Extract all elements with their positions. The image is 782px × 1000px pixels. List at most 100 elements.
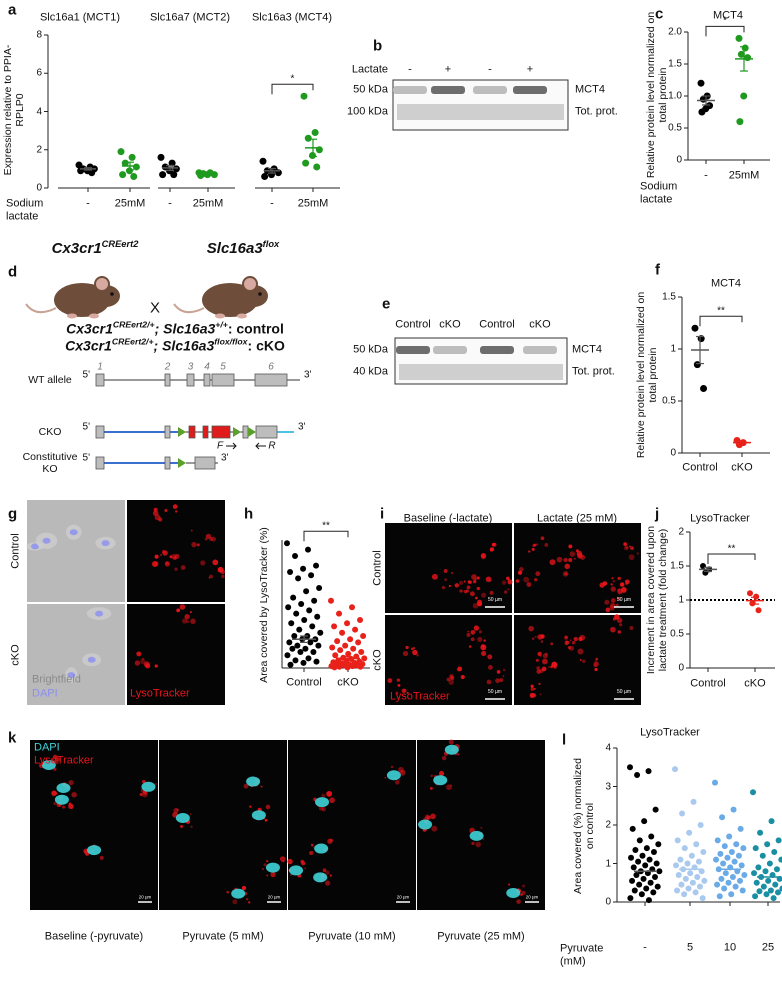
allele-label: WT allele xyxy=(28,373,72,386)
lysosome-signal xyxy=(573,557,576,560)
significance-bracket xyxy=(699,315,743,327)
lysosome-signal xyxy=(480,644,487,651)
data-point xyxy=(646,856,653,863)
lysosome-signal xyxy=(457,753,460,756)
lysosome-signal xyxy=(517,570,523,575)
data-point xyxy=(641,818,648,825)
lysosome-signal xyxy=(154,554,159,559)
data-point xyxy=(292,553,299,559)
lysosome-signal xyxy=(321,793,326,798)
error-bar xyxy=(704,566,712,573)
lysosome-signal xyxy=(396,678,401,682)
lysosome-signal xyxy=(487,654,493,660)
lysosome-signal xyxy=(580,554,586,560)
lysosome-signal xyxy=(176,808,179,811)
data-point xyxy=(292,657,299,664)
micrograph xyxy=(127,500,225,602)
lysosome-signal xyxy=(329,838,334,842)
data-point xyxy=(755,607,762,614)
data-point xyxy=(349,604,356,611)
data-point xyxy=(771,848,778,855)
lysosome-signal xyxy=(446,677,451,682)
x-axis-label: Sodium lactate xyxy=(640,180,678,205)
lysosome-signal xyxy=(563,557,568,563)
lysosome-signal xyxy=(533,687,536,691)
data-point xyxy=(718,875,725,882)
data-point xyxy=(311,129,319,137)
lysosome-signal xyxy=(541,658,548,665)
lysosome-signal xyxy=(577,648,584,655)
nucleus xyxy=(87,656,96,663)
primer-label: R xyxy=(268,440,276,452)
lysosome-signal xyxy=(475,596,478,600)
error-bar xyxy=(84,167,92,171)
significance-bracket xyxy=(707,553,756,564)
data-point xyxy=(654,883,661,890)
scale-bar-label: 20 µm xyxy=(396,894,410,900)
row-label: Control xyxy=(371,550,384,586)
data-point xyxy=(636,881,643,888)
lysosome-signal xyxy=(405,645,409,650)
data-point xyxy=(650,889,657,896)
lysosome-signal xyxy=(189,610,193,614)
nucleus xyxy=(95,610,104,617)
lysosome-signal xyxy=(263,863,267,867)
data-point xyxy=(651,873,658,880)
five-prime: 5' xyxy=(82,452,90,464)
lysosome-signal xyxy=(184,614,190,620)
data-point xyxy=(715,866,722,873)
lysosome-signal xyxy=(471,841,475,846)
data-point xyxy=(157,153,165,161)
data-point xyxy=(331,664,338,671)
data-point xyxy=(635,858,642,865)
panel-letter: b xyxy=(373,37,383,55)
lysosome-signal xyxy=(153,561,159,567)
lysosome-signal xyxy=(625,582,629,586)
genotype-line: Cx3cr1CREert2/+; Slc16a3flox/flox: cKO xyxy=(65,337,285,354)
three-prime: 3' xyxy=(298,421,306,433)
lane-label: - xyxy=(408,63,412,76)
lysosome-signal xyxy=(473,625,480,631)
data-point xyxy=(289,645,296,652)
data-point xyxy=(291,633,298,639)
data-point xyxy=(728,848,735,855)
data-point xyxy=(350,645,357,652)
data-point xyxy=(737,50,745,58)
exon xyxy=(194,456,216,470)
data-point xyxy=(752,845,759,852)
lysosome-signal xyxy=(523,576,530,583)
lysosome-signal xyxy=(174,567,178,571)
lysosome-signal xyxy=(499,678,504,683)
lysosome-signal xyxy=(614,614,620,620)
lysosome-signal xyxy=(617,588,620,592)
significance-label: ** xyxy=(717,305,725,317)
y-axis-label: Area covered by LysoTracker (%) xyxy=(257,527,270,683)
band xyxy=(523,346,557,354)
lysosome-signal xyxy=(134,660,141,666)
lane-label: Control xyxy=(395,318,431,331)
x-tick-label: 25 xyxy=(761,941,775,954)
lysosome-signal xyxy=(411,647,414,651)
lysosome-signal xyxy=(610,586,616,592)
lysosome-signal xyxy=(431,825,438,832)
lysosome-signal xyxy=(529,692,535,698)
y-tick-label: 1.5 xyxy=(668,58,682,70)
band xyxy=(396,346,430,354)
lysosome-signal xyxy=(326,790,333,797)
lysosome-signal xyxy=(52,754,58,759)
image-caption: Pyruvate (5 mM) xyxy=(182,930,264,943)
genotype-line: Cx3cr1CREert2/+; Slc16a3+/+: control xyxy=(66,320,284,337)
stain-label: DAPI xyxy=(34,741,60,754)
total-protein xyxy=(399,364,563,380)
error-bar xyxy=(204,172,212,176)
lysosome-signal xyxy=(489,590,494,595)
lysosome-signal xyxy=(325,880,331,886)
data-point xyxy=(672,766,678,773)
lysosome-signal xyxy=(573,636,578,642)
lysosome-signal xyxy=(141,657,145,661)
lysosome-signal xyxy=(68,780,74,786)
mouse-foot xyxy=(89,313,99,319)
genotype-text: : cKO xyxy=(247,337,285,354)
error-bar xyxy=(268,167,276,174)
data-point xyxy=(328,597,334,604)
